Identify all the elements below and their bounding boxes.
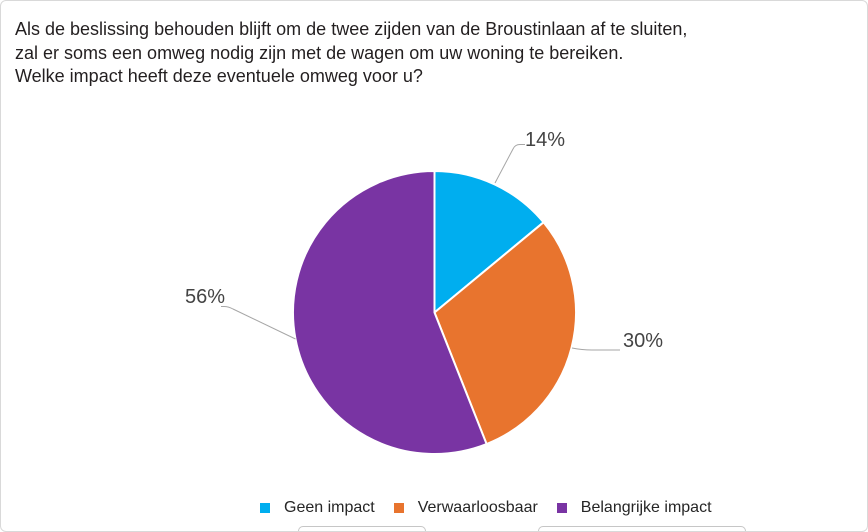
chart-legend: Geen impact Verwaarloosbaar Belangrijke … — [260, 499, 712, 517]
legend-label-geen-impact: Geen impact — [284, 499, 375, 516]
question-line-2: zal er soms een omweg nodig zijn met de … — [15, 42, 624, 63]
question-title: Als de beslissing behouden blijft om de … — [15, 18, 687, 89]
cutoff-card-edge — [298, 526, 426, 531]
legend-item-belangrijke-impact: Belangrijke impact — [556, 499, 712, 517]
legend-swatch-belangrijke-impact — [556, 503, 567, 513]
question-line-3: Welke impact heeft deze eventuele omweg … — [15, 66, 423, 86]
slice-label-geen-impact: 14% — [525, 129, 566, 151]
cutoff-card-edge — [538, 526, 746, 531]
slice-label-verwaarloosbaar: 30% — [623, 330, 664, 352]
pie-slice-geen-impact — [433, 170, 545, 314]
label-leader-line — [494, 144, 525, 184]
slice-label-belangrijke-impact: 56% — [185, 286, 226, 308]
label-leader-line — [221, 306, 296, 340]
question-line-1: Als de beslissing behouden blijft om de … — [15, 19, 688, 39]
legend-swatch-geen-impact — [260, 503, 270, 513]
legend-label-verwaarloosbaar: Verwaarloosbaar — [417, 499, 538, 516]
label-leader-line — [571, 347, 620, 351]
legend-item-verwaarloosbaar: Verwaarloosbaar — [393, 499, 538, 517]
pie-slice-belangrijke-impact — [292, 170, 488, 455]
legend-label-belangrijke-impact: Belangrijke impact — [580, 499, 712, 516]
pie-slice-verwaarloosbaar — [433, 221, 577, 446]
legend-item-geen-impact: Geen impact — [260, 499, 375, 517]
legend-swatch-verwaarloosbaar — [393, 503, 404, 513]
